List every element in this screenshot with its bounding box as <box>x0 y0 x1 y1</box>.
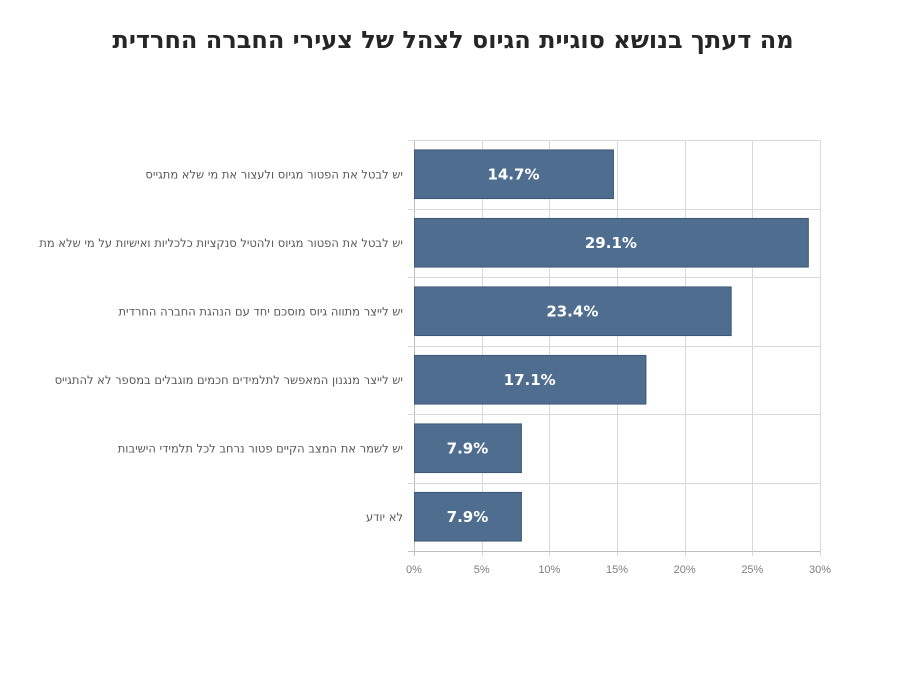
category-label: יש לבטל את הפטור מגיוס ולעצור את מי שלא … <box>145 167 403 181</box>
bars: 14.7% 29.1% 23.4% 17.1% 7.9% 7.9% <box>414 149 809 542</box>
x-tick-label: 25% <box>741 564 763 576</box>
data-label: 17.1% <box>504 371 556 389</box>
category-label: יש לשמר את המצב הקיים פטור נרחב לכל תלמי… <box>118 441 403 455</box>
chart-title: מה דעתך בנושא סוגיית הגיוס לצהל של צעירי… <box>112 26 794 54</box>
bar <box>414 149 614 200</box>
category-label: יש לייצר מנגנון המאפשר לתלמידים חכמים מו… <box>55 373 403 387</box>
data-label: 23.4% <box>546 302 598 320</box>
x-tick-label: 15% <box>606 564 628 576</box>
data-label: 7.9% <box>447 508 489 526</box>
data-label: 29.1% <box>585 234 637 252</box>
category-labels: יש לבטל את הפטור מגיוס ולעצור את מי שלא … <box>39 167 403 524</box>
grid-lines <box>408 140 821 556</box>
x-tick-label: 0% <box>406 564 422 576</box>
bar <box>414 423 522 474</box>
x-tick-label: 10% <box>538 564 560 576</box>
data-label: 14.7% <box>487 165 539 183</box>
data-label: 7.9% <box>447 439 489 457</box>
x-tick-label: 20% <box>674 564 696 576</box>
x-axis-ticks: 0% 5% 10% 15% 20% 25% 30% <box>406 564 831 576</box>
category-label: יש לבטל את הפטור מגיוס ולהטיל סנקציות כל… <box>39 236 403 250</box>
x-tick-label: 30% <box>809 564 831 576</box>
bar <box>414 354 647 405</box>
category-label: לא יודע <box>366 510 403 524</box>
category-label: יש לייצר מתווה גיוס מוסכם יחד עם הנהגת ה… <box>118 304 403 318</box>
bar <box>414 286 732 337</box>
bar <box>414 217 809 268</box>
bar <box>414 491 522 542</box>
x-tick-label: 5% <box>474 564 490 576</box>
